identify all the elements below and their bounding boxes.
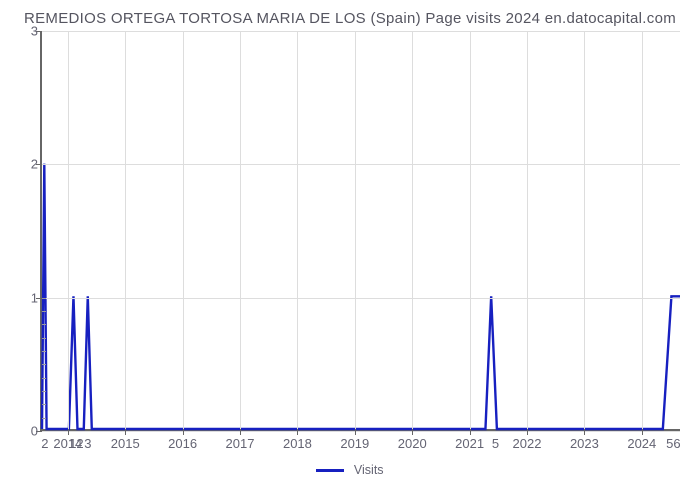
x-gridline <box>412 31 413 429</box>
y-minor-tick <box>42 351 46 352</box>
y-minor-tick <box>42 364 46 365</box>
x-tick-mark <box>355 429 356 435</box>
x-gridline <box>527 31 528 429</box>
data-annotation: 56 <box>666 436 680 451</box>
data-annotation: 12 <box>69 436 83 451</box>
y-minor-tick <box>42 404 46 405</box>
x-tick-label: 2016 <box>168 436 197 451</box>
data-annotation: 5 <box>492 436 499 451</box>
x-tick-mark <box>240 429 241 435</box>
plot-area: 0123201420152016201720182019202020212022… <box>40 31 680 431</box>
x-tick-mark <box>125 429 126 435</box>
y-minor-tick <box>42 298 46 299</box>
y-minor-tick <box>42 311 46 312</box>
x-tick-label: 2018 <box>283 436 312 451</box>
legend: Visits <box>10 463 690 477</box>
x-tick-mark <box>584 429 585 435</box>
x-tick-label: 2022 <box>513 436 542 451</box>
x-gridline <box>470 31 471 429</box>
visits-chart: REMEDIOS ORTEGA TORTOSA MARIA DE LOS (Sp… <box>0 0 700 500</box>
legend-swatch <box>316 469 344 472</box>
x-gridline <box>125 31 126 429</box>
x-tick-label: 2017 <box>226 436 255 451</box>
x-tick-label: 2024 <box>627 436 656 451</box>
x-gridline <box>584 31 585 429</box>
x-gridline <box>240 31 241 429</box>
y-minor-tick <box>42 378 46 379</box>
y-tick-label: 1 <box>20 290 38 305</box>
x-tick-mark <box>642 429 643 435</box>
x-tick-mark <box>527 429 528 435</box>
x-gridline <box>355 31 356 429</box>
y-minor-tick <box>42 418 46 419</box>
x-tick-mark <box>412 429 413 435</box>
chart-title: REMEDIOS ORTEGA TORTOSA MARIA DE LOS (Sp… <box>10 10 690 27</box>
y-tick-label: 3 <box>20 24 38 39</box>
x-tick-label: 2020 <box>398 436 427 451</box>
x-gridline <box>642 31 643 429</box>
x-tick-label: 2015 <box>111 436 140 451</box>
x-gridline <box>183 31 184 429</box>
y-tick-label: 2 <box>20 157 38 172</box>
data-annotation: 3 <box>84 436 91 451</box>
x-tick-mark <box>297 429 298 435</box>
y-minor-tick <box>42 324 46 325</box>
x-gridline <box>297 31 298 429</box>
x-tick-label: 2019 <box>340 436 369 451</box>
x-tick-label: 2023 <box>570 436 599 451</box>
y-tick-label: 0 <box>20 424 38 439</box>
y-minor-tick <box>42 338 46 339</box>
x-tick-mark <box>183 429 184 435</box>
x-tick-label: 2021 <box>455 436 484 451</box>
x-tick-mark <box>470 429 471 435</box>
y-minor-tick <box>42 391 46 392</box>
x-gridline <box>68 31 69 429</box>
data-annotation: 2 <box>41 436 48 451</box>
x-tick-mark <box>68 429 69 435</box>
legend-label: Visits <box>354 463 384 477</box>
